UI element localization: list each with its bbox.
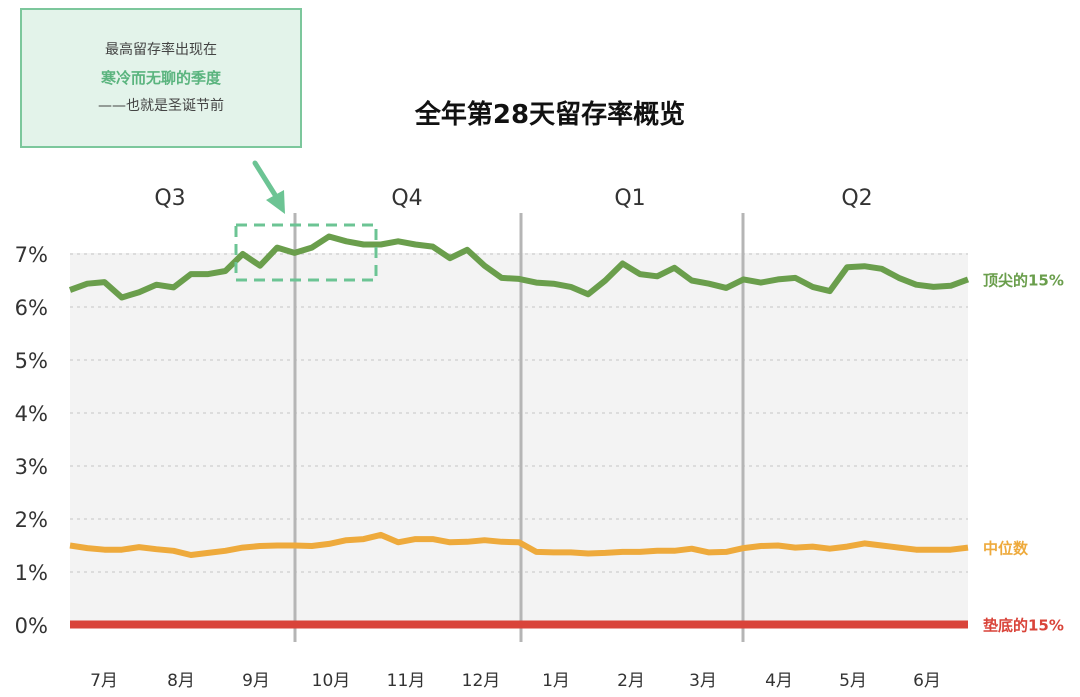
- series-line: [69, 531, 969, 558]
- x-tick-label: 9月: [242, 671, 270, 691]
- x-tick-label: 3月: [689, 671, 717, 691]
- x-tick-label: 2月: [617, 671, 645, 691]
- callout-line-2: 寒冷而无聊的季度: [100, 69, 221, 87]
- y-tick-label: 2%: [15, 508, 48, 532]
- x-tick-label: 7月: [90, 671, 118, 691]
- x-tick-label: 12月: [462, 671, 501, 691]
- y-tick-label: 3%: [15, 455, 48, 479]
- quarter-label: Q3: [154, 186, 185, 211]
- x-tick-label: 1月: [542, 671, 570, 691]
- callout-line-1: 最高留存率出现在: [105, 42, 217, 58]
- x-tick-label: 4月: [765, 671, 793, 691]
- y-tick-label: 5%: [15, 349, 48, 373]
- series-lines: [68, 233, 970, 629]
- y-tick-label: 7%: [15, 243, 48, 267]
- x-tick-label: 6月: [913, 671, 941, 691]
- x-tick-label: 10月: [312, 671, 351, 691]
- x-tick-label: 5月: [839, 671, 867, 691]
- arrow-icon: [252, 160, 285, 214]
- plot-area: [70, 253, 968, 625]
- series-label: 顶尖的15%: [983, 271, 1064, 289]
- x-tick-label: 8月: [167, 671, 195, 691]
- y-axis: 0% 1% 2% 3% 4% 5% 6% 7%: [15, 243, 48, 638]
- x-tick-label: 11月: [387, 671, 426, 691]
- y-tick-label: 6%: [15, 296, 48, 320]
- quarter-label: Q4: [391, 186, 422, 211]
- quarter-label: Q1: [614, 186, 645, 211]
- y-tick-label: 4%: [15, 402, 48, 426]
- peak-highlight-box: [234, 223, 378, 282]
- series-label: 垫底的15%: [983, 616, 1064, 634]
- series-label: 中位数: [983, 540, 1029, 558]
- quarter-labels: Q3 Q4 Q1 Q2: [154, 186, 872, 211]
- callout-box: 最高留存率出现在 寒冷而无聊的季度 ——也就是圣诞节前: [20, 8, 302, 148]
- y-tick-label: 1%: [15, 561, 48, 585]
- y-tick-label: 0%: [15, 614, 48, 638]
- callout-line-3: ——也就是圣诞节前: [98, 98, 224, 114]
- grid: [70, 253, 968, 573]
- series-line: [68, 233, 970, 301]
- x-axis: 7月 8月 9月 10月 11月 12月 1月 2月 3月 4月 5月 6月: [90, 671, 941, 691]
- chart-title: 全年第28天留存率概览: [414, 100, 686, 130]
- quarter-dividers: [293, 213, 745, 642]
- quarter-label: Q2: [841, 186, 872, 211]
